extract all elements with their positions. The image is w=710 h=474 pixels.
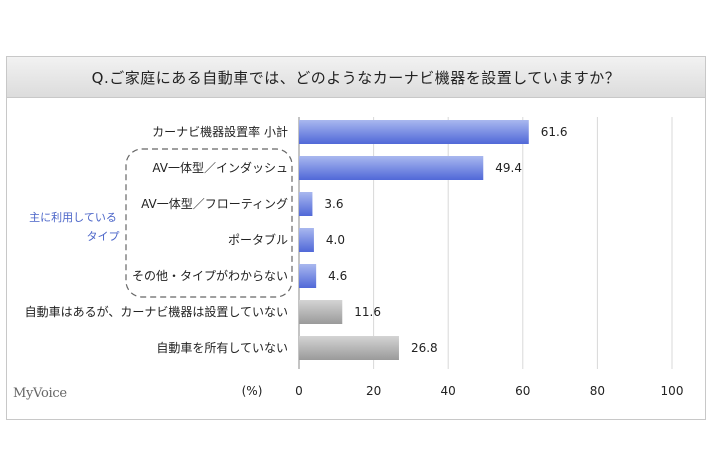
x-tick-label: 20 <box>366 384 381 398</box>
category-label: カーナビ機器設置率 小計 <box>152 124 288 139</box>
category-label: その他・タイプがわからない <box>132 268 288 283</box>
group-label-line1: 主に利用している <box>29 211 117 224</box>
x-tick-label: 100 <box>661 384 684 398</box>
bar <box>299 228 314 252</box>
bars-layer: カーナビ機器設置率 小計 61.6 AV一体型／インダッシュ 49.4 AV一体型／フロ… <box>25 120 568 360</box>
myvoice-logo: MyVoice <box>13 386 67 401</box>
x-tick-label: 40 <box>441 384 456 398</box>
category-label: ポータブル <box>228 232 288 247</box>
unit-label: (%) <box>242 384 263 398</box>
ticks-layer: 0 20 40 60 80 100 <box>295 384 683 398</box>
title-bar: Q.ご家庭にある自動車では、どのようなカーナビ機器を設置していますか？ <box>7 57 705 98</box>
grid-layer <box>298 117 673 369</box>
x-tick-label: 0 <box>295 384 303 398</box>
category-label: AV一体型／フローティング <box>141 197 288 211</box>
bar <box>299 264 317 288</box>
group-label-line2: タイプ <box>87 230 120 243</box>
bar <box>299 192 313 216</box>
value-label: 4.6 <box>328 269 347 283</box>
value-label: 26.8 <box>411 341 438 355</box>
value-label: 49.4 <box>495 161 522 175</box>
value-label: 11.6 <box>354 305 381 319</box>
x-tick-label: 60 <box>515 384 530 398</box>
x-tick-label: 80 <box>590 384 605 398</box>
bar <box>299 300 343 324</box>
value-label: 61.6 <box>541 125 568 139</box>
bar <box>299 336 399 360</box>
chart-title: Q.ご家庭にある自動車では、どのようなカーナビ機器を設置していますか？ <box>91 68 621 87</box>
bar <box>299 156 484 180</box>
category-label: AV一体型／インダッシュ <box>152 160 288 175</box>
value-label: 4.0 <box>326 233 345 247</box>
bar <box>299 120 529 144</box>
value-label: 3.6 <box>324 197 343 211</box>
category-label: 自動車を所有していない <box>156 341 288 355</box>
category-label: 自動車はあるが、カーナビ機器は設置していない <box>25 304 288 319</box>
